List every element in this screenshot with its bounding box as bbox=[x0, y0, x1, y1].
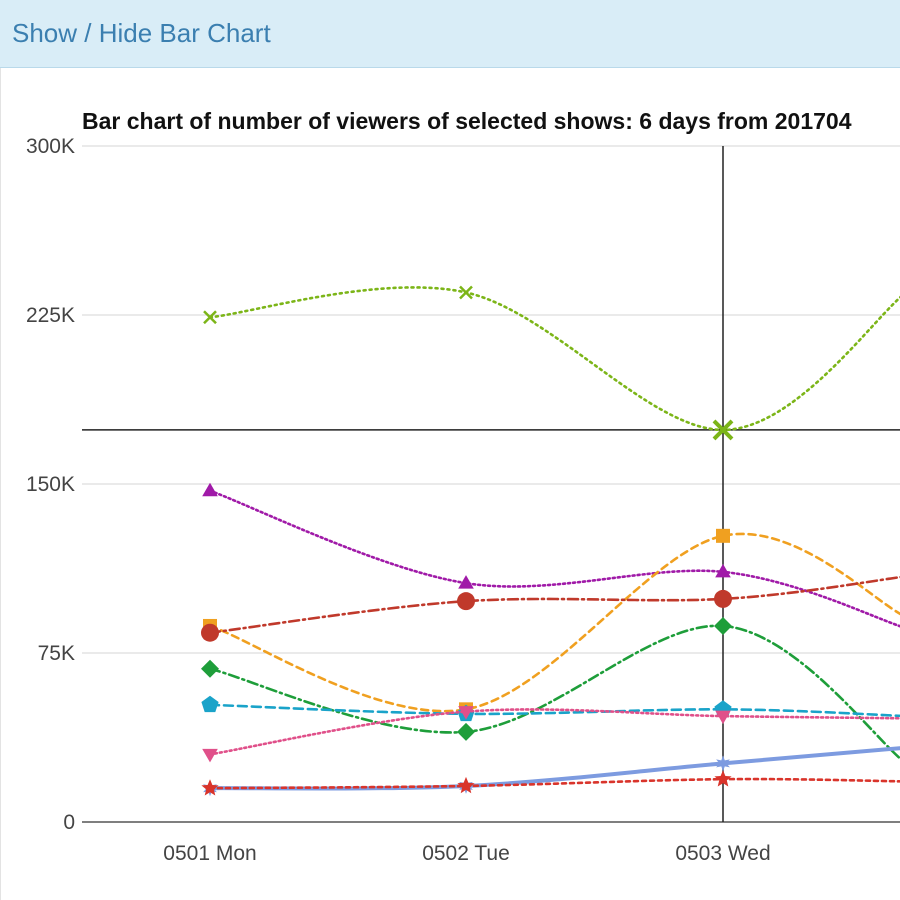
data-point[interactable] bbox=[715, 563, 731, 578]
series-path bbox=[208, 777, 900, 790]
y-axis: 0 75K 150K 225K 300K bbox=[26, 135, 75, 834]
data-point[interactable] bbox=[202, 482, 218, 497]
y-tick-label: 0 bbox=[63, 811, 75, 834]
series-line bbox=[203, 285, 900, 441]
data-point[interactable] bbox=[201, 659, 219, 678]
x-axis: 0501 Mon 0502 Tue 0503 Wed bbox=[163, 842, 770, 865]
header-bar: Show / Hide Bar Chart bbox=[0, 0, 900, 68]
data-point[interactable] bbox=[712, 419, 734, 441]
series-path bbox=[208, 624, 900, 761]
data-point[interactable] bbox=[458, 706, 474, 720]
series-line bbox=[201, 770, 900, 796]
chart-panel: Bar chart of number of viewers of select… bbox=[0, 68, 900, 900]
series-path bbox=[208, 575, 900, 635]
x-tick-label: 0503 Wed bbox=[675, 842, 770, 865]
grid-lines bbox=[82, 145, 900, 823]
data-point[interactable] bbox=[457, 722, 475, 741]
series-line bbox=[202, 706, 900, 763]
series-path bbox=[208, 708, 900, 756]
data-point[interactable] bbox=[716, 528, 730, 543]
series-path bbox=[208, 489, 900, 628]
data-point[interactable] bbox=[716, 755, 730, 772]
series-path bbox=[208, 703, 900, 718]
series-path bbox=[208, 746, 900, 791]
y-tick-label: 150K bbox=[26, 473, 75, 496]
x-tick-label: 0501 Mon bbox=[163, 842, 256, 865]
data-point[interactable] bbox=[202, 748, 218, 763]
data-point[interactable] bbox=[459, 285, 473, 300]
series-line bbox=[201, 617, 900, 761]
show-hide-bar-chart-link[interactable]: Show / Hide Bar Chart bbox=[12, 18, 271, 48]
data-point[interactable] bbox=[457, 776, 475, 794]
y-tick-label: 75K bbox=[38, 642, 75, 665]
data-point[interactable] bbox=[457, 592, 475, 611]
series-line bbox=[202, 482, 900, 628]
data-point[interactable] bbox=[201, 623, 219, 642]
chart-title: Bar chart of number of viewers of select… bbox=[82, 108, 852, 134]
series-group bbox=[201, 285, 900, 797]
series-path bbox=[208, 286, 900, 432]
data-point[interactable] bbox=[715, 710, 731, 725]
y-tick-label: 300K bbox=[26, 135, 75, 158]
data-point[interactable] bbox=[714, 589, 732, 608]
data-point[interactable] bbox=[201, 695, 219, 713]
data-point[interactable] bbox=[458, 575, 474, 589]
series-line bbox=[201, 575, 900, 642]
y-tick-label: 225K bbox=[26, 304, 75, 327]
data-point[interactable] bbox=[203, 310, 217, 325]
series-path bbox=[208, 532, 900, 713]
series-line bbox=[203, 528, 900, 717]
data-point[interactable] bbox=[201, 779, 219, 796]
series-line bbox=[203, 746, 900, 797]
x-tick-label: 0502 Tue bbox=[422, 842, 510, 865]
data-point[interactable] bbox=[714, 770, 732, 787]
line-chart: Bar chart of number of viewers of select… bbox=[26, 108, 900, 865]
data-point[interactable] bbox=[714, 617, 732, 635]
